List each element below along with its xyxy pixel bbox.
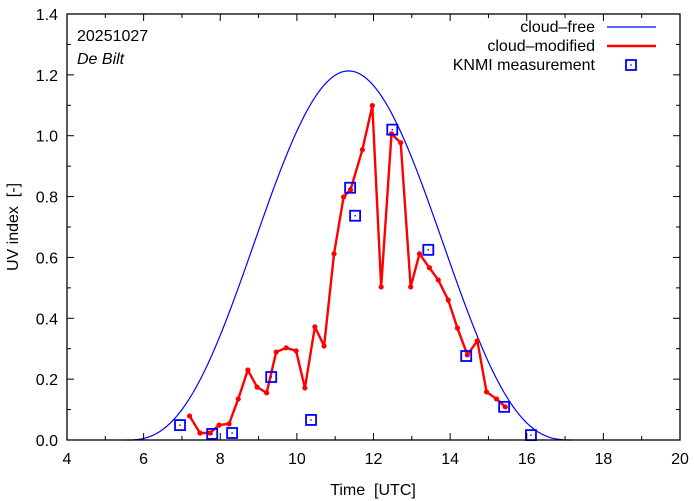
measurement-marker [344,181,357,194]
y-tick-label: 0.0 [36,433,58,450]
legend-swatch-measurement-dot [630,64,632,66]
measurement-marker-dot [427,249,429,251]
cloud-modified-point [454,325,461,331]
measurement-marker [305,414,317,426]
cloud-modified-point [408,284,414,290]
cloud-modified-point [283,345,289,351]
cloud-modified-line [188,104,507,435]
measurement-marker [422,243,435,256]
measurement-marker-dot [503,406,505,408]
cloud-modified-point [398,140,404,146]
date-annotation: 20251027 [77,28,148,45]
y-tick-label: 0.6 [36,250,58,267]
measurement-marker [174,419,186,431]
cloud-modified-point [321,343,327,349]
y-tick-label: 1.4 [36,7,58,24]
cloud-modified-point [341,194,347,200]
measurement-marker [498,400,511,413]
cloud-modified-point [331,251,337,257]
location-annotation: De Bilt [77,51,125,68]
cloud-modified-point [435,277,441,283]
knmi-measurement-series [174,123,537,442]
legend-swatch-measurement [625,59,637,71]
y-axis-label: UV index [-] [5,183,22,271]
measurement-marker [349,209,362,222]
cloud-modified-point [264,390,270,396]
legend-label-measurement: KNMI measurement [453,57,596,74]
legend: cloud–free cloud–modified KNMI measureme… [453,19,656,74]
legend-label-cloud-modified: cloud–modified [487,38,595,55]
cloud-modified-point [445,297,451,303]
cloud-modified-point [426,265,433,271]
x-tick-label: 16 [518,451,536,468]
legend-label-cloud-free: cloud–free [520,19,595,36]
cloud-modified-point [207,430,213,436]
x-tick-label: 12 [365,451,383,468]
measurement-marker [265,371,278,383]
cloud-modified-point [254,384,260,390]
cloud-modified-point [416,251,423,257]
y-tick-label: 0.4 [36,311,58,328]
plot-frame [66,13,681,441]
measurement-marker-dot [179,424,181,426]
y-tick-label: 0.2 [36,372,58,389]
x-axis-label: Time [UTC] [330,482,416,499]
x-tick-label: 18 [594,451,612,468]
measurement-marker-dot [349,187,351,189]
measurement-marker-dot [530,434,532,436]
cloud-modified-point [226,421,232,427]
measurement-marker [206,428,219,440]
y-tick-label: 1.2 [36,68,58,85]
cloud-modified-point [216,422,222,428]
x-tick-label: 20 [671,451,689,468]
measurement-marker-dot [231,432,233,434]
x-tick-label: 6 [139,451,148,468]
y-tick-label: 1.0 [36,129,58,146]
cloud-modified-point [187,413,193,419]
measurement-marker-dot [211,433,213,435]
cloud-modified-point [347,187,354,193]
cloud-modified-point [273,349,279,355]
cloud-modified-point [302,385,308,391]
x-tick-label: 10 [288,451,306,468]
cloud-modified-point [359,147,365,153]
cloud-modified-point [483,389,490,395]
cloud-modified-point [502,404,508,410]
x-axis-ticks: 4 6 8 10 12 14 16 18 20 [63,14,689,468]
measurement-marker-dot [310,419,312,421]
cloud-modified-point [293,348,299,354]
measurement-marker-dot [391,128,393,131]
x-tick-label: 4 [63,451,72,468]
cloud-modified-point [369,102,375,109]
measurement-marker [460,350,473,362]
y-axis-ticks: 0.0 0.2 0.4 0.6 0.8 1.0 1.2 1.4 [36,7,680,450]
cloud-modified-point [197,430,203,436]
measurement-marker-dot [465,355,467,357]
y-tick-label: 0.8 [36,190,58,207]
cloud-modified-point [245,367,251,373]
x-tick-label: 8 [216,451,225,468]
x-tick-label: 14 [441,451,459,468]
measurement-marker [226,427,239,439]
cloud-modified-point [474,338,480,344]
cloud-modified-point [378,284,384,290]
cloud-modified-point [493,396,500,402]
measurement-marker-dot [354,215,356,217]
cloud-free-series [126,70,571,441]
axes [66,13,681,441]
cloud-modified-point [312,324,318,330]
cloud-modified-point [235,396,241,402]
measurement-marker-dot [270,376,272,378]
cloud-modified-series [187,102,508,436]
measurement-marker [386,123,399,136]
cloud-free-line [126,70,571,441]
